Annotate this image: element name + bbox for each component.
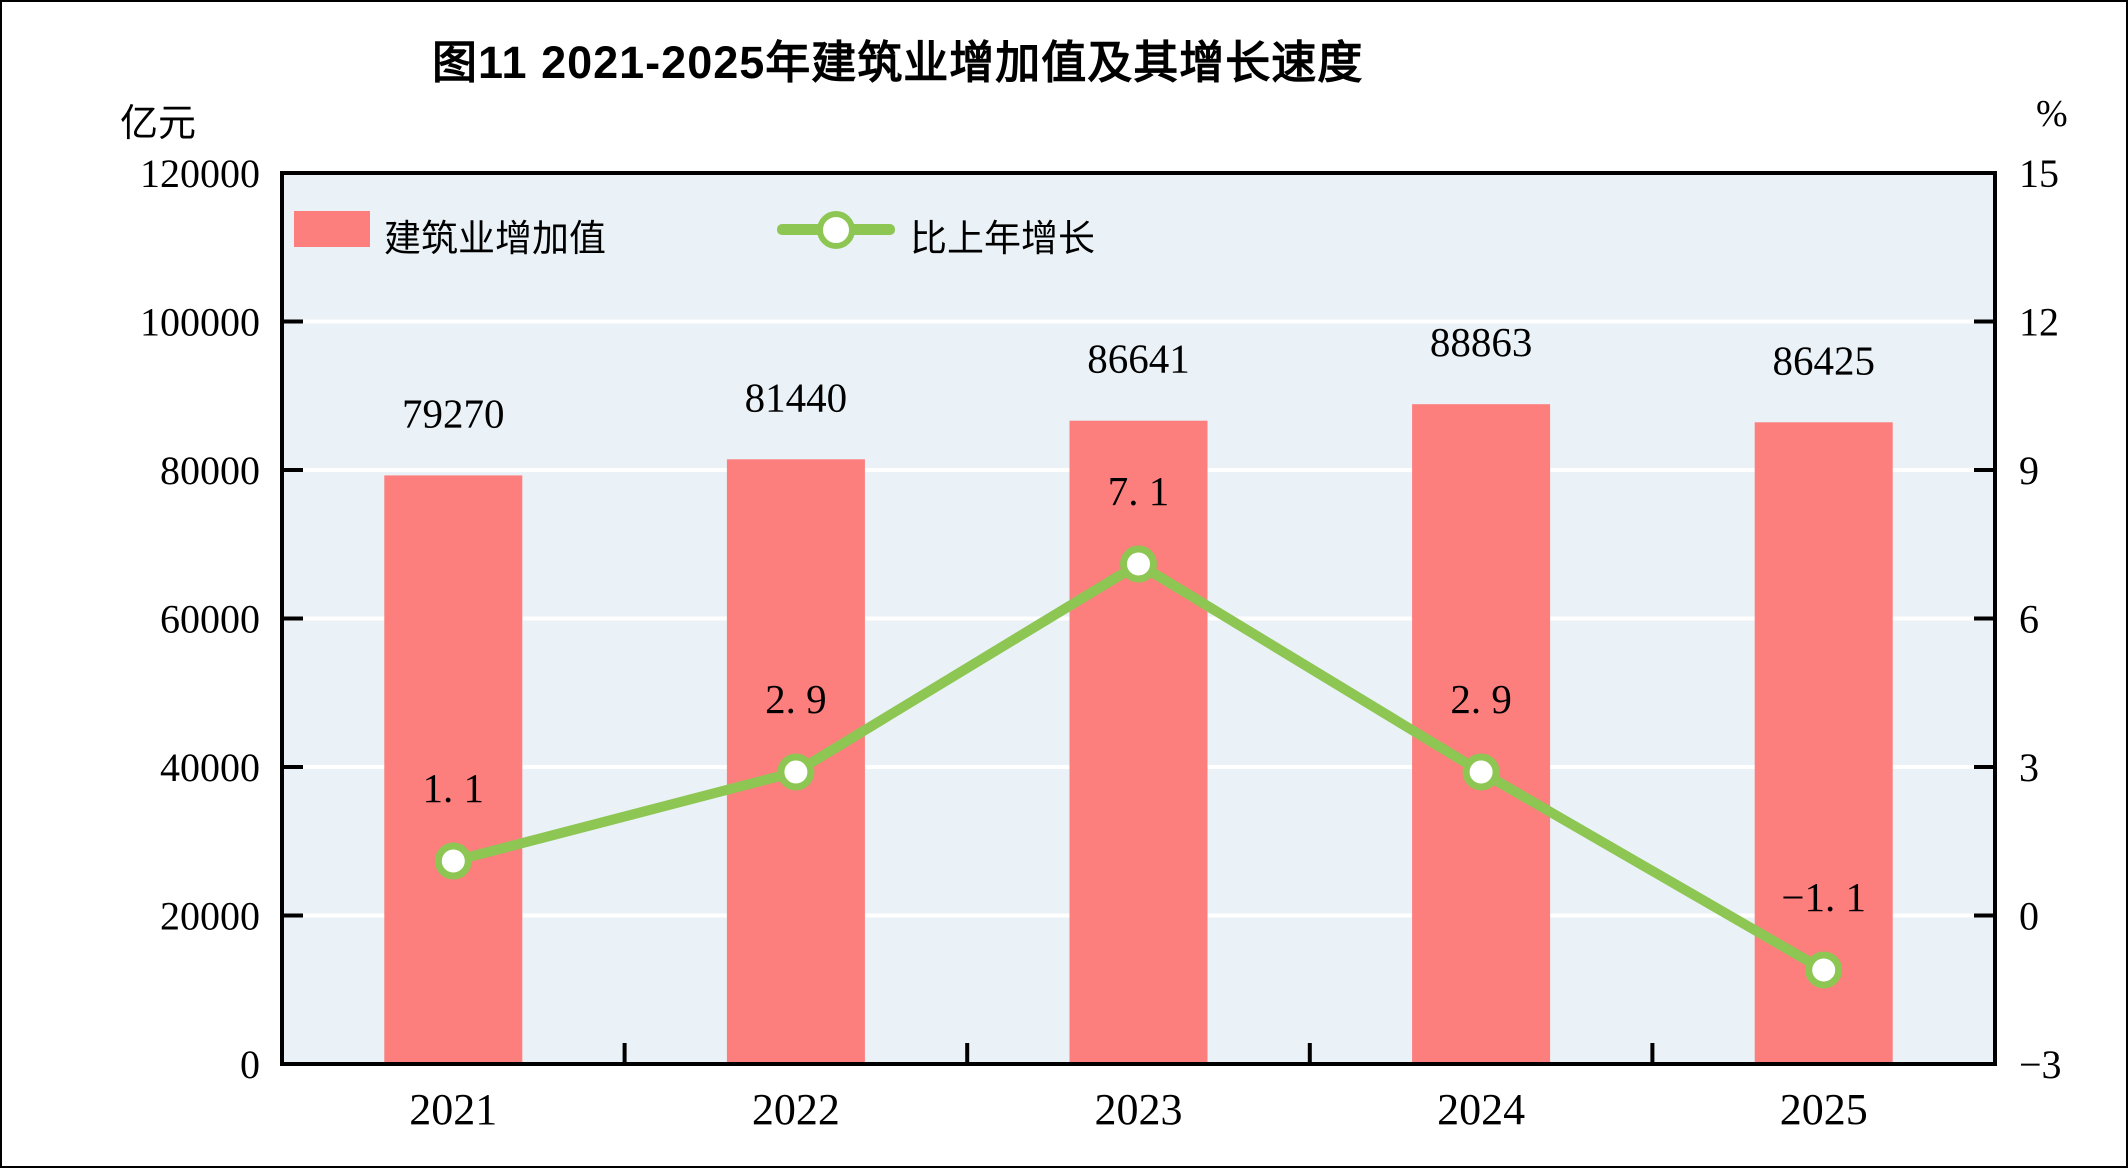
right-axis-unit-label: %: [2036, 93, 2068, 135]
category-label-2023: 2023: [1095, 1085, 1183, 1134]
right-axis-tick-label: 12: [2019, 300, 2059, 345]
category-label-2021: 2021: [409, 1085, 497, 1134]
right-axis-tick-label: 6: [2019, 597, 2039, 642]
bar-value-label: 81440: [745, 374, 848, 420]
line-marker-2022: [777, 753, 815, 791]
left-axis-tick-label: 0: [240, 1042, 260, 1087]
line-marker-2024: [1462, 753, 1500, 791]
bar-2021: [384, 475, 523, 1064]
line-value-label: 1. 1: [423, 765, 485, 811]
left-axis-unit-label: 亿元: [120, 103, 197, 145]
category-label-2024: 2024: [1437, 1085, 1525, 1134]
line-marker-2021: [434, 842, 472, 880]
left-axis-tick-label: 60000: [160, 597, 260, 642]
chart-title: 图11 2021-2025年建筑业增加值及其增长速度: [432, 37, 1364, 88]
left-axis-tick-label: 100000: [140, 300, 260, 345]
line-value-label: 2. 9: [765, 676, 827, 722]
left-axis-tick-label: 80000: [160, 448, 260, 493]
legend-label-line-series: 比上年增长: [910, 219, 1095, 260]
left-axis-tick-label: 120000: [140, 151, 260, 196]
right-axis-tick-label: 3: [2019, 745, 2039, 790]
legend-label-bar-series: 建筑业增加值: [384, 219, 606, 260]
legend-bar-swatch: [294, 211, 370, 247]
bar-2023: [1069, 420, 1208, 1065]
left-axis-tick-label: 20000: [160, 894, 260, 939]
right-axis-tick-label: 0: [2019, 894, 2039, 939]
bar-value-label: 79270: [402, 390, 505, 436]
bar-value-label: 86641: [1087, 336, 1190, 382]
right-axis-tick-label: −3: [2019, 1042, 2062, 1087]
category-label-2025: 2025: [1780, 1085, 1868, 1134]
category-label-2022: 2022: [752, 1085, 840, 1134]
line-value-label: −1. 1: [1781, 874, 1866, 920]
bar-value-label: 88863: [1430, 319, 1533, 365]
bar-2024: [1412, 404, 1551, 1064]
line-marker-2023: [1120, 545, 1157, 583]
right-axis-tick-label: 15: [2019, 151, 2059, 196]
line-value-label: 7. 1: [1108, 468, 1170, 514]
left-axis-tick-label: 40000: [160, 745, 260, 790]
bar-value-label: 86425: [1772, 337, 1875, 383]
legend-line-marker-icon: [817, 211, 855, 249]
right-axis-tick-label: 9: [2019, 448, 2039, 493]
line-marker-2025: [1805, 951, 1843, 989]
line-value-label: 2. 9: [1450, 676, 1512, 722]
